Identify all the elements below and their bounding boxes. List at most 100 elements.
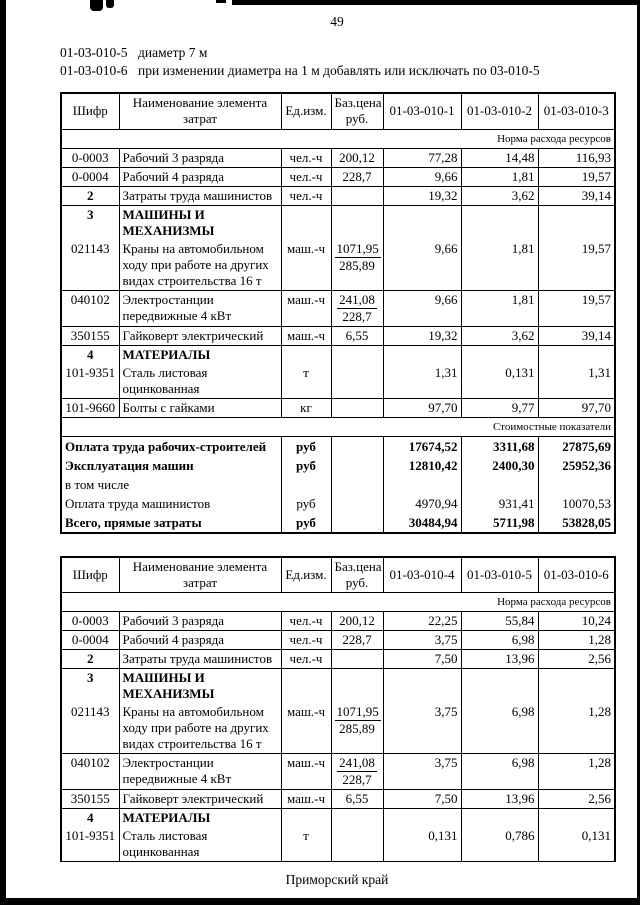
- cost-row-value: 4970,94: [382, 493, 461, 513]
- cost-row-value: 12810,42: [382, 455, 461, 475]
- row-name: Рабочий 3 разряда: [118, 148, 281, 168]
- row-code: 350155: [61, 789, 119, 809]
- row-value: 10,24: [537, 611, 615, 631]
- row-code: 021143: [61, 239, 119, 291]
- cost-row-value: 53828,05: [537, 512, 615, 533]
- col-header-spec: 01-03-010-4: [382, 556, 461, 593]
- resource-row: 0-0004 Рабочий 4 разряда чел.-ч 228,7 3,75 6,…: [61, 630, 615, 650]
- row-name: Рабочий 3 разряда: [118, 611, 281, 631]
- tables-container: Шифр Наименование элемента затрат Ед.изм. Б…: [60, 92, 616, 862]
- row-code: 040102: [61, 290, 119, 327]
- row-price: 228,7: [330, 630, 383, 650]
- row-value: 1,81: [460, 290, 538, 327]
- row-value: 14,48: [460, 148, 538, 168]
- cost-row-value: 3311,68: [460, 436, 538, 456]
- row-value: 116,93: [537, 148, 615, 168]
- page-number: 49: [330, 14, 344, 29]
- row-value: 1,31: [382, 363, 461, 399]
- cost-row-unit: [280, 474, 331, 494]
- base-price-denominator: 285,89: [339, 721, 375, 736]
- row-value: [382, 808, 461, 827]
- scan-edge-right: [637, 0, 640, 905]
- col-header-spec: 01-03-010-6: [537, 556, 615, 593]
- cost-row-value: 931,41: [460, 493, 538, 513]
- row-code: 2: [61, 186, 119, 206]
- row-value: 6,98: [460, 703, 538, 754]
- cost-row-value: 30484,94: [382, 512, 461, 533]
- table-header-row: Шифр Наименование элемента затрат Ед.изм. Б…: [61, 556, 615, 593]
- row-name: Рабочий 4 разряда: [118, 630, 281, 650]
- norm-note-text: при изменении диаметра на 1 м добавлять …: [138, 63, 540, 78]
- col-header-name: Наименование элемента затрат: [118, 93, 281, 130]
- row-price: 6,55: [330, 326, 383, 346]
- row-unit: чел.-ч: [280, 630, 331, 650]
- row-code: 3: [87, 670, 94, 685]
- row-unit: чел.-ч: [280, 611, 331, 631]
- row-value: 19,57: [537, 290, 615, 327]
- resource-row: 021143 Краны на автомобильном ходу при ра…: [61, 239, 615, 291]
- row-price: 1071,95 285,89: [330, 239, 383, 291]
- norm-notes: 01-03-010-5 диаметр 7 м 01-03-010-6 при …: [60, 44, 614, 80]
- row-code: 2: [61, 649, 119, 669]
- cost-row: в том числе: [61, 474, 615, 494]
- cost-row-name: Эксплуатация машин: [65, 457, 194, 473]
- row-code: 0-0003: [61, 611, 119, 631]
- resource-row: 101-9351 Сталь листовая оцинкованная т 1,31…: [61, 363, 615, 399]
- row-value: 13,96: [460, 789, 538, 809]
- row-value: 7,50: [382, 649, 461, 669]
- row-value: 1,28: [537, 703, 615, 754]
- row-price: [330, 649, 383, 669]
- col-header-spec: 01-03-010-1: [382, 93, 461, 130]
- row-code: 350155: [61, 326, 119, 346]
- row-name: Электростанции передвижные 4 кВт: [118, 290, 281, 327]
- row-unit: [280, 668, 331, 703]
- row-value: 3,62: [460, 326, 538, 346]
- cost-row-value: 10070,53: [537, 493, 615, 513]
- row-value: 9,77: [460, 398, 538, 418]
- col-header-spec: 01-03-010-3: [537, 93, 615, 130]
- row-value: 1,28: [537, 630, 615, 650]
- row-unit: т: [280, 363, 331, 399]
- row-name: Сталь листовая оцинкованная: [118, 363, 281, 399]
- row-value: 9,66: [382, 290, 461, 327]
- resource-row: 0-0003 Рабочий 3 разряда чел.-ч 200,12 77,28…: [61, 148, 615, 168]
- row-value: 13,96: [460, 649, 538, 669]
- row-code: 021143: [61, 703, 119, 754]
- base-price-denominator: 228,7: [342, 308, 372, 324]
- cost-banner-row: Стоимостные показатели: [61, 417, 615, 437]
- row-value: 6,98: [460, 630, 538, 650]
- cost-norm-table-1: Шифр Наименование элемента затрат Ед.изм. Б…: [60, 92, 616, 534]
- row-value: 1,31: [537, 363, 615, 399]
- col-header-code: Шифр: [61, 556, 119, 593]
- col-header-spec: 01-03-010-2: [460, 93, 538, 130]
- row-name: Электростанции передвижные 4 кВт: [118, 753, 281, 790]
- resource-banner-label: Норма расхода ресурсов: [61, 592, 615, 612]
- cost-row-unit: руб: [280, 493, 331, 513]
- row-price: [330, 668, 383, 703]
- resource-row: 0-0004 Рабочий 4 разряда чел.-ч 228,7 9,66 1,…: [61, 167, 615, 187]
- cost-row-value: 17674,52: [382, 436, 461, 456]
- resource-row: 2 Затраты труда машинистов чел.-ч 19,32 3,62…: [61, 186, 615, 206]
- row-value: [537, 808, 615, 827]
- base-price-denominator: 228,7: [342, 772, 372, 787]
- row-value: [537, 345, 615, 364]
- row-code: 101-9351: [61, 827, 119, 862]
- col-header-unit: Ед.изм.: [280, 93, 331, 130]
- scan-mark-top-blob: [106, 0, 114, 8]
- row-unit: [280, 808, 331, 827]
- region-name: Приморский край: [285, 872, 389, 887]
- table-header-row: Шифр Наименование элемента затрат Ед.изм. Б…: [61, 93, 615, 130]
- row-name: Краны на автомобильном ходу при работе н…: [118, 703, 281, 754]
- resource-row: 350155 Гайковерт электрический маш.-ч 6,55 1…: [61, 326, 615, 346]
- norm-note-code: 01-03-010-6: [60, 63, 128, 78]
- row-value: 97,70: [382, 398, 461, 418]
- resource-row: 101-9660 Болты с гайками кг 97,70 9,77 97,70: [61, 398, 615, 418]
- row-name: МАТЕРИАЛЫ: [118, 345, 281, 364]
- row-value: 0,786: [460, 827, 538, 862]
- row-name: Краны на автомобильном ходу при работе н…: [118, 239, 281, 291]
- cost-row-unit: руб: [280, 512, 331, 533]
- row-value: 3,75: [382, 630, 461, 650]
- resource-row: 2 Затраты труда машинистов чел.-ч 7,50 13,96…: [61, 649, 615, 669]
- cost-row-name: Всего, прямые затраты: [65, 514, 202, 530]
